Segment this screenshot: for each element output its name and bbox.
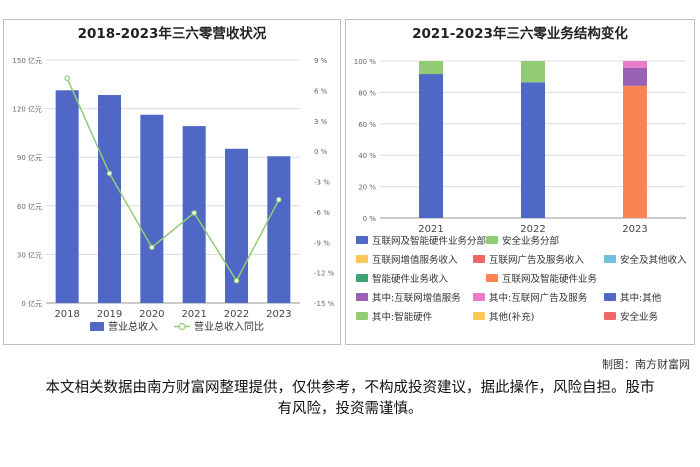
stack-segment-2022-1	[521, 61, 545, 83]
y2-tick-label: 9 %	[314, 57, 328, 65]
bar-revenue-2018	[55, 90, 79, 303]
bar-revenue-2022	[225, 148, 248, 303]
x-tick-label: 2022	[520, 224, 545, 235]
stack-segment-2022-0	[521, 82, 545, 218]
disclaimer-text: 本文相关数据由南方财富网整理提供，仅供参考，不构成投资建议，据此操作，风险自担。…	[45, 380, 655, 417]
y2-tick-label: -12 %	[314, 270, 335, 278]
structure-chart-panel: 2021-2023年三六零业务结构变化 0 % 20 % 40 % 60 % 80 % 1…	[345, 19, 695, 345]
stack-segment-2023-7	[623, 67, 647, 86]
y-tick-label: 60 亿元	[17, 202, 42, 211]
legend-label-yoy: 营业总收入同比	[194, 320, 264, 333]
legend-label-10: 其中:智能硬件	[372, 311, 433, 323]
y-tick-label: 150 亿元	[12, 56, 42, 65]
revenue-chart-panel: 2018-2023年三六零营收状况 0 亿元 30 亿元 60 亿元 90 亿元 120…	[3, 19, 341, 345]
legend-swatch-10	[356, 312, 368, 320]
structure-chart: 0 % 20 % 40 % 60 % 80 % 100 % 2021 2022 2023 互联网及…	[354, 58, 687, 323]
y-tick-label: 30 亿元	[17, 250, 42, 259]
stack-segment-2023-6	[623, 85, 647, 218]
stack-segment-2023-8	[623, 61, 647, 68]
legend-marker-yoy	[178, 322, 186, 331]
y2-tick-label: 3 %	[314, 118, 328, 126]
point-yoy-2023	[276, 196, 282, 203]
x-tick-label: 2019	[97, 309, 122, 320]
legend-swatch-7	[356, 293, 368, 301]
legend-swatch-11	[473, 312, 485, 320]
point-yoy-2022	[233, 277, 240, 284]
legend-swatch-4	[604, 255, 616, 263]
y2-tick-label: 6 %	[314, 87, 328, 95]
legend-label-revenue: 营业总收入	[108, 320, 158, 333]
x-tick-label: 2023	[266, 309, 291, 320]
legend-label-12: 安全业务	[620, 311, 659, 323]
y-tick-label: 40 %	[358, 152, 376, 160]
structure-chart-title: 2021-2023年三六零业务结构变化	[412, 26, 628, 42]
y-tick-label: 20 %	[358, 184, 376, 192]
legend-label-11: 其他(补充)	[489, 311, 534, 323]
legend-label-4: 安全及其他收入	[620, 254, 687, 266]
legend-swatch-9	[604, 293, 616, 301]
bar-revenue-2020	[140, 114, 164, 303]
legend-swatch-revenue	[90, 322, 104, 331]
legend-swatch-12	[604, 312, 616, 320]
point-yoy-2019	[106, 170, 113, 177]
legend-label-5: 智能硬件业务收入	[372, 273, 449, 285]
y2-tick-label: -6 %	[314, 209, 330, 217]
legend-label-2: 互联网增值服务收入	[372, 254, 458, 266]
legend-label-8: 其中:互联网广告及服务	[489, 292, 588, 304]
y-tick-label: 80 %	[358, 89, 376, 97]
legend-label-9: 其中:其他	[620, 292, 662, 304]
y2-tick-label: -9 %	[314, 239, 330, 247]
legend-swatch-6	[486, 274, 498, 282]
y2-tick-label: 0 %	[314, 148, 328, 156]
legend-label-3: 互联网广告及服务收入	[489, 254, 585, 266]
x-tick-label: 2021	[181, 309, 206, 320]
point-yoy-2021	[191, 210, 197, 216]
legend-swatch-2	[356, 255, 368, 263]
y-tick-label: 100 %	[354, 58, 377, 66]
credit-text: 制图：南方财富网	[602, 358, 690, 371]
y-tick-label: 60 %	[358, 121, 376, 129]
legend-swatch-3	[473, 255, 485, 263]
line-yoy-growth	[66, 77, 280, 283]
stack-segment-2021-0	[419, 74, 443, 218]
legend-label-1: 安全业务分部	[502, 235, 559, 247]
legend-swatch-5	[356, 274, 368, 282]
x-tick-label: 2023	[622, 224, 647, 235]
legend-label-6: 互联网及智能硬件业务	[502, 273, 598, 285]
point-yoy-2018	[64, 75, 70, 82]
legend-swatch-1	[486, 236, 498, 244]
revenue-chart: 0 亿元 30 亿元 60 亿元 90 亿元 120 亿元 150 亿元 -15 % -12 …	[12, 56, 335, 333]
stack-segment-2021-1	[419, 61, 443, 75]
bar-revenue-2019	[98, 94, 121, 303]
legend-swatch-8	[473, 293, 485, 301]
y2-tick-label: -3 %	[314, 179, 330, 187]
bar-revenue-2023	[267, 156, 291, 303]
y-tick-label: 90 亿元	[17, 153, 42, 162]
x-tick-label: 2021	[418, 224, 443, 235]
revenue-chart-title: 2018-2023年三六零营收状况	[77, 26, 267, 42]
x-tick-label: 2022	[224, 309, 249, 320]
legend-label-7: 其中:互联网增值服务	[372, 292, 461, 304]
y-tick-label: 0 %	[363, 215, 377, 223]
point-yoy-2020	[149, 244, 155, 251]
legend-label-0: 互联网及智能硬件业务分部	[372, 235, 486, 247]
legend-swatch-0	[356, 236, 368, 244]
y-tick-label: 120 亿元	[12, 105, 42, 114]
x-tick-label: 2020	[139, 309, 164, 320]
x-tick-label: 2018	[54, 309, 79, 320]
y2-tick-label: -15 %	[314, 300, 335, 308]
y-tick-label: 0 亿元	[21, 299, 42, 308]
